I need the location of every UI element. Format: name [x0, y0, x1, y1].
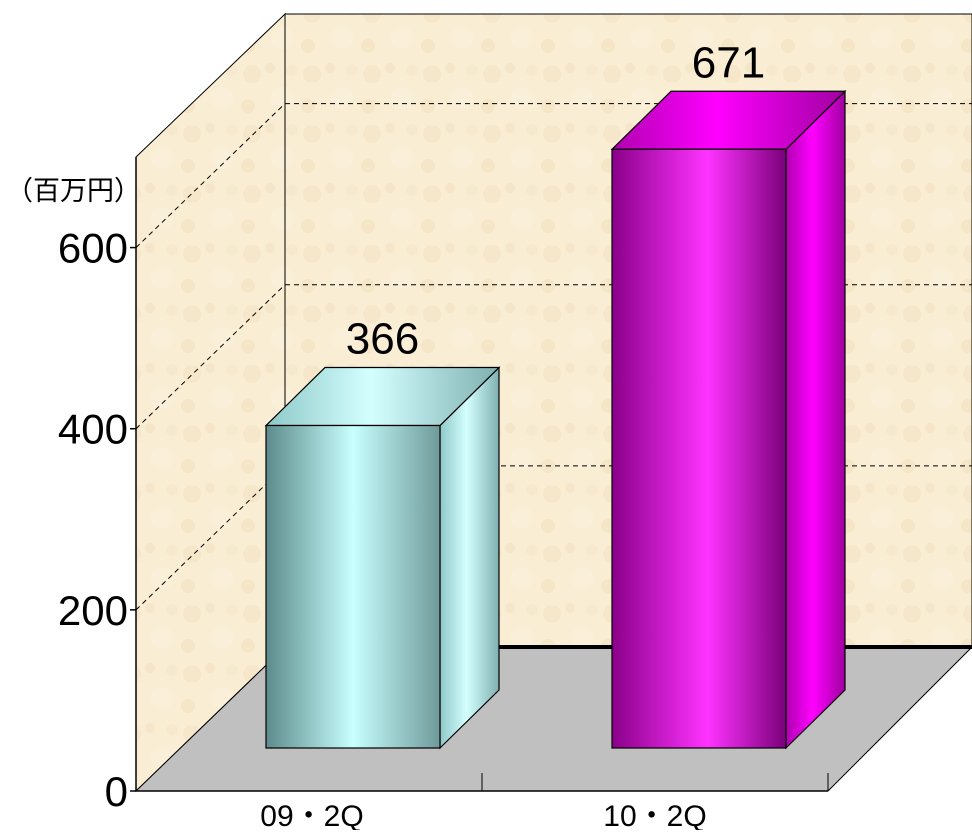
y-tick-label: 400	[58, 406, 128, 453]
y-tick-label: 200	[58, 587, 128, 634]
bar-side	[439, 366, 500, 750]
gridline-side	[135, 103, 286, 248]
y-tick-label: 0	[105, 768, 128, 815]
labels: 366 09・2Q 671 10・2Q	[260, 38, 765, 833]
bar-front	[265, 424, 441, 749]
y-tick-label: 600	[58, 225, 128, 272]
y-unit-label: （百万円）	[6, 176, 141, 207]
bar-side	[785, 89, 846, 750]
axes: 0 200 400 600 （百万円）	[6, 157, 829, 815]
bar-front	[611, 148, 787, 749]
data-label: 671	[692, 38, 765, 87]
x-tick-label: 10・2Q	[603, 800, 706, 830]
gridline-side	[135, 284, 286, 430]
gridline-side	[135, 465, 286, 611]
bar-1	[264, 366, 501, 750]
x-tick-label: 09・2Q	[260, 800, 363, 830]
data-label: 366	[346, 315, 419, 364]
bars	[264, 89, 847, 750]
bar-2	[610, 89, 847, 750]
